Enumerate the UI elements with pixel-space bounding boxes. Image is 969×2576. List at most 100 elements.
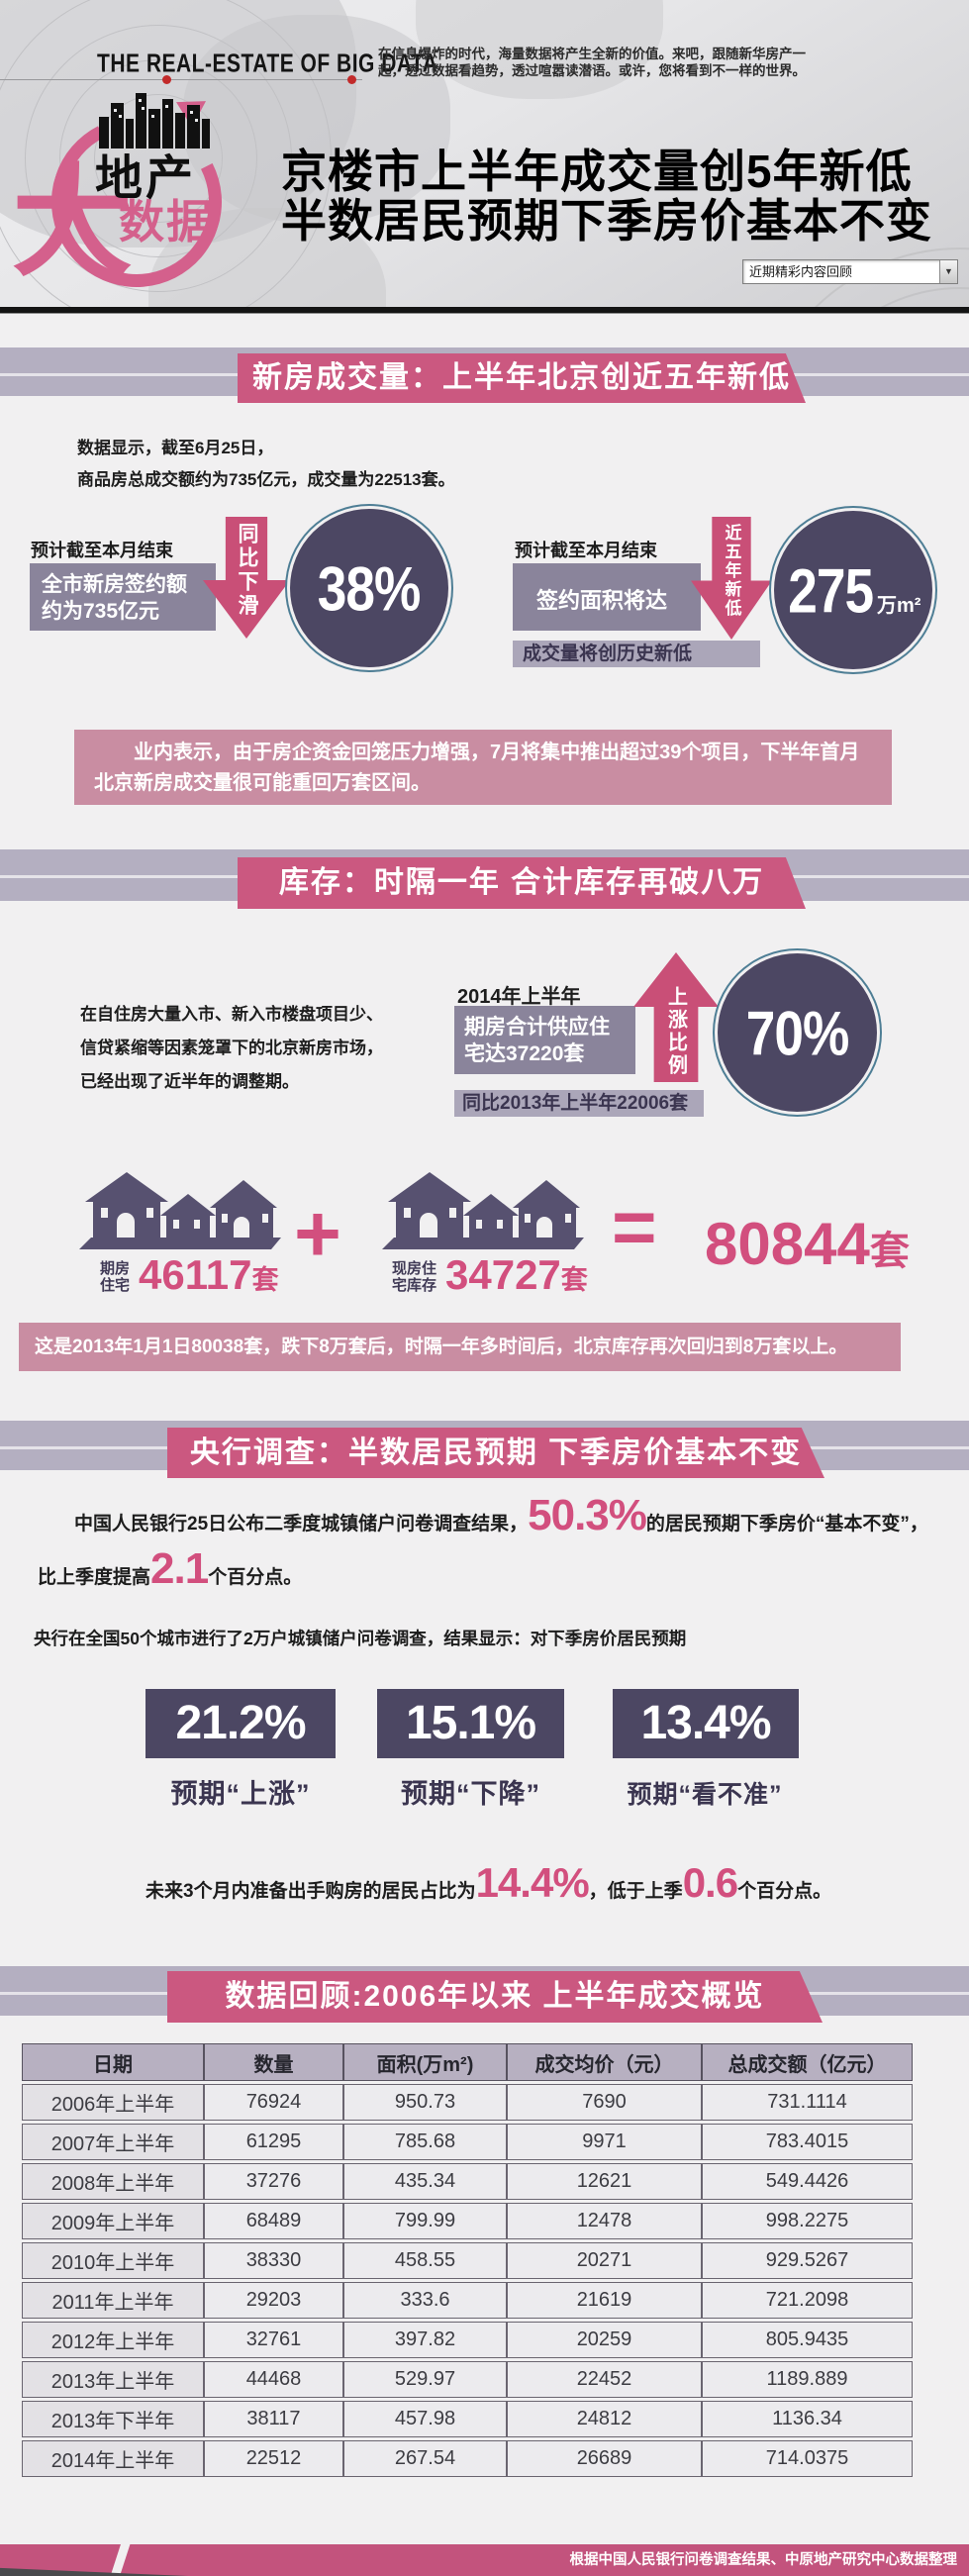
column-header-date: 日期 bbox=[22, 2043, 204, 2081]
footer-bar: 根据中国人民银行问卷调查结果、中原地产研究中心数据整理 bbox=[0, 2538, 969, 2576]
cell-area: 799.99 bbox=[343, 2203, 507, 2239]
city-skyline-icon bbox=[99, 93, 210, 149]
equation-left-label: 期房 住宅 bbox=[100, 1260, 130, 1294]
dropdown-arrow-button[interactable]: ▼ bbox=[939, 260, 957, 283]
cell-quantity: 38117 bbox=[204, 2401, 343, 2437]
cell-total-value: 549.4426 bbox=[702, 2163, 913, 2200]
stat-right-subbar: 成交量将创历史新低 bbox=[513, 641, 760, 667]
stat-circle-275-value: 275 bbox=[787, 554, 874, 626]
red-dot-decoration bbox=[162, 75, 171, 84]
inventory-subbar: 同比2013年上半年22006套 bbox=[454, 1090, 704, 1117]
footer-slash-decoration bbox=[109, 2538, 132, 2576]
survey-stat-label-down: 预期“下降” bbox=[401, 1779, 540, 1809]
cell-avg-price: 26689 bbox=[507, 2440, 702, 2477]
series-intro: 在信息爆炸的时代，海量数据将产生全新的价值。来吧，跟随新华房产一 起，透过数据看… bbox=[378, 46, 814, 79]
cell-quantity: 38330 bbox=[204, 2242, 343, 2279]
stat-left-label: 预计截至本月结束 bbox=[31, 541, 173, 560]
main-title-line1: 京楼市上半年成交量创5年新低 bbox=[281, 146, 913, 197]
survey-stat-label-unsure: 预期“看不准” bbox=[627, 1781, 783, 1809]
equation-total-unit: 套 bbox=[869, 1230, 910, 1273]
survey-paragraph2: 央行在全国50个城市进行了2万户城镇储户问卷调查，结果显示：对下季房价居民预期 bbox=[34, 1629, 687, 1648]
equation-right-label-line1: 现房住 bbox=[392, 1260, 437, 1277]
section1-callout: 业内表示，由于房企资金回笼压力增强，7月将集中推出超过39个项目，下半年首月北京… bbox=[74, 730, 892, 805]
stat-left-box-line2: 约为735亿元 bbox=[42, 600, 160, 623]
table-row: 2014年上半年 22512 267.54 26689 714.0375 bbox=[22, 2440, 913, 2477]
section1-paragraph-line1: 数据显示，截至6月25日， bbox=[77, 439, 274, 457]
cell-date: 2010年上半年 bbox=[22, 2242, 204, 2279]
cell-avg-price: 24812 bbox=[507, 2401, 702, 2437]
cell-area: 267.54 bbox=[343, 2440, 507, 2477]
survey-p1-line2-pre: 比上季度提高 bbox=[38, 1567, 151, 1588]
cell-total-value: 731.1114 bbox=[702, 2084, 913, 2121]
red-dot-decoration bbox=[347, 75, 356, 84]
cell-total-value: 1136.34 bbox=[702, 2401, 913, 2437]
up-arrow-icon: 上涨比例 bbox=[633, 952, 719, 1082]
equation-right-number: 34727 bbox=[445, 1251, 561, 1298]
survey-p3-big-06: 0.6 bbox=[682, 1859, 738, 1906]
column-header-area: 面积(万m²) bbox=[343, 2043, 507, 2081]
cell-date: 2013年下半年 bbox=[22, 2401, 204, 2437]
section2-banner: 库存：时隔一年 合计库存再破八万 bbox=[238, 857, 806, 909]
table-row: 2006年上半年 76924 950.73 7690 731.1114 bbox=[22, 2084, 913, 2121]
main-title-line2: 半数居民预期下季房价基本不变 bbox=[281, 195, 932, 247]
radar-circle-decoration bbox=[0, 0, 332, 307]
section2-paragraph: 在自住房大量入市、新入市楼盘项目少、 信贷紧缩等因素笼罩下的北京新房市场， 已经… bbox=[80, 998, 383, 1099]
cell-date: 2006年上半年 bbox=[22, 2084, 204, 2121]
cell-avg-price: 21619 bbox=[507, 2282, 702, 2319]
cell-avg-price: 12621 bbox=[507, 2163, 702, 2200]
down-arrow-label: 近五年新低 bbox=[722, 524, 741, 618]
table-row: 2009年上半年 68489 799.99 12478 998.2275 bbox=[22, 2203, 913, 2239]
equation-right-unit: 套 bbox=[560, 1265, 588, 1295]
cell-total-value: 1189.889 bbox=[702, 2361, 913, 2398]
survey-stat-box-unsure: 13.4% bbox=[613, 1689, 799, 1758]
table-row: 2013年下半年 38117 457.98 24812 1136.34 bbox=[22, 2401, 913, 2437]
stat-left-box-line1: 全市新房签约额 bbox=[42, 573, 187, 596]
survey-paragraph1-line2: 比上季度提高 2.1 个百分点。 bbox=[38, 1544, 302, 1594]
cell-area: 950.73 bbox=[343, 2084, 507, 2121]
cell-quantity: 61295 bbox=[204, 2124, 343, 2160]
table-row: 2011年上半年 29203 333.6 21619 721.2098 bbox=[22, 2282, 913, 2319]
survey-p1-line2-post: 个百分点。 bbox=[208, 1567, 303, 1588]
section2-paragraph-line2: 信贷紧缩等因素笼罩下的北京新房市场， bbox=[80, 1039, 383, 1057]
survey-p1-big-21: 2.1 bbox=[150, 1544, 209, 1593]
section4-banner: 数据回顾:2006年以来 上半年成交概览 bbox=[167, 1971, 823, 2023]
equation-right-label: 现房住 宅库存 bbox=[392, 1260, 436, 1294]
inventory-year-label: 2014年上半年 bbox=[457, 986, 581, 1008]
stat-circle-70-value: 70% bbox=[745, 997, 850, 1068]
section3-banner: 央行调查：半数居民预期 下季房价基本不变 bbox=[167, 1428, 824, 1478]
cell-total-value: 783.4015 bbox=[702, 2124, 913, 2160]
cell-avg-price: 9971 bbox=[507, 2124, 702, 2160]
survey-stat-box-up: 21.2% bbox=[145, 1689, 336, 1758]
dropdown-selected-value: 近期精彩内容回顾 bbox=[749, 264, 853, 279]
inventory-box: 期房合计供应住 宅达37220套 bbox=[454, 1006, 635, 1074]
logo-black-text: 地产 bbox=[95, 152, 197, 205]
header: THE REAL-ESTATE OF BIG DATA 在信息爆炸的时代，海量数… bbox=[0, 0, 969, 307]
survey-p3-post: 个百分点。 bbox=[737, 1881, 832, 1902]
equation-right-label-line2: 宅库存 bbox=[392, 1277, 437, 1294]
cell-area: 457.98 bbox=[343, 2401, 507, 2437]
equation-left-unit: 套 bbox=[251, 1265, 279, 1295]
cell-area: 435.34 bbox=[343, 2163, 507, 2200]
table-header-row: 日期 数量 面积(万m²) 成交均价（元） 总成交额（亿元） bbox=[22, 2043, 913, 2081]
series-intro-line1: 在信息爆炸的时代，海量数据将产生全新的价值。来吧，跟随新华房产一 bbox=[378, 47, 806, 61]
logo-pink-text: 数据 bbox=[119, 196, 214, 248]
equation-left-label-line1: 期房 bbox=[100, 1260, 131, 1277]
cell-total-value: 805.9435 bbox=[702, 2322, 913, 2358]
column-header-avg-price: 成交均价（元） bbox=[507, 2043, 702, 2081]
cell-area: 333.6 bbox=[343, 2282, 507, 2319]
equation-total-number: 80844 bbox=[705, 1211, 870, 1277]
cell-quantity: 29203 bbox=[204, 2282, 343, 2319]
section2-paragraph-line3: 已经出现了近半年的调整期。 bbox=[80, 1072, 299, 1091]
column-header-total-value: 总成交额（亿元） bbox=[702, 2043, 913, 2081]
section2-paragraph-line1: 在自住房大量入市、新入市楼盘项目少、 bbox=[80, 1005, 383, 1024]
cell-total-value: 929.5267 bbox=[702, 2242, 913, 2279]
cell-date: 2012年上半年 bbox=[22, 2322, 204, 2358]
stat-circle-275-unit: 万m² bbox=[876, 594, 921, 617]
table-row: 2008年上半年 37276 435.34 12621 549.4426 bbox=[22, 2163, 913, 2200]
survey-p3-big-144: 14.4% bbox=[475, 1859, 590, 1906]
recent-content-dropdown[interactable]: 近期精彩内容回顾 ▼ bbox=[742, 259, 958, 284]
cell-quantity: 32761 bbox=[204, 2322, 343, 2358]
stat-right-box: 签约面积将达 bbox=[513, 563, 701, 631]
survey-p1-mid: 的居民预期下季房价“基本不变”， bbox=[645, 1514, 928, 1535]
